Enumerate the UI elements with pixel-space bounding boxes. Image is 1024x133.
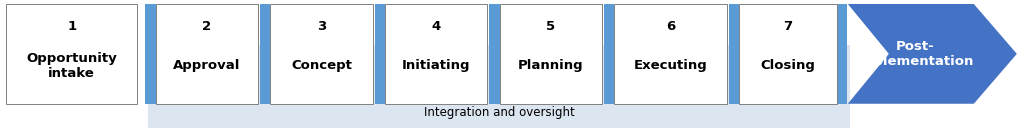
Bar <box>270 4 373 104</box>
Text: 7: 7 <box>783 20 793 33</box>
Text: Executing: Executing <box>634 59 708 72</box>
Bar <box>6 4 137 104</box>
Bar <box>729 4 739 104</box>
Bar <box>614 4 727 104</box>
Text: Initiating: Initiating <box>402 59 470 72</box>
Bar <box>148 45 850 128</box>
Text: Post-
implementation: Post- implementation <box>856 40 975 68</box>
Bar <box>260 4 270 104</box>
Text: Closing: Closing <box>761 59 815 72</box>
Text: 3: 3 <box>316 20 327 33</box>
Bar <box>604 4 614 104</box>
Polygon shape <box>848 4 1017 104</box>
Bar <box>489 4 500 104</box>
Text: 5: 5 <box>547 20 555 33</box>
Bar <box>739 4 837 104</box>
Bar <box>145 4 156 104</box>
Text: Approval: Approval <box>173 59 241 72</box>
Bar <box>385 4 487 104</box>
Text: 4: 4 <box>431 20 441 33</box>
Text: 6: 6 <box>666 20 676 33</box>
Bar <box>156 4 258 104</box>
Text: Concept: Concept <box>291 59 352 72</box>
Bar <box>375 4 385 104</box>
Text: 2: 2 <box>203 20 211 33</box>
Bar <box>500 4 602 104</box>
Text: Opportunity
intake: Opportunity intake <box>27 52 117 80</box>
Text: Integration and oversight: Integration and oversight <box>424 106 574 119</box>
Text: Planning: Planning <box>518 59 584 72</box>
Text: 1: 1 <box>68 20 76 33</box>
Bar <box>837 4 847 104</box>
